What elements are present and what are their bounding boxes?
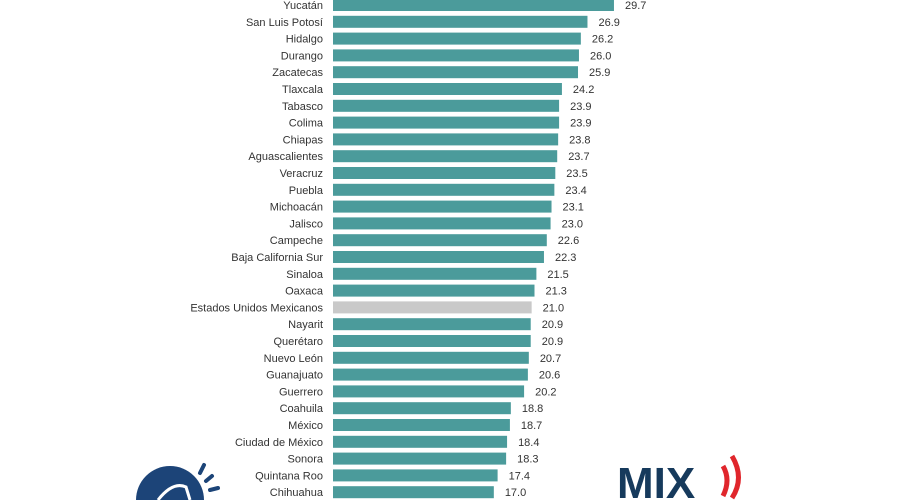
value-label: 29.7	[625, 0, 646, 12]
mix-logo: MIX	[617, 454, 741, 500]
value-label: 18.7	[521, 420, 542, 432]
bar	[333, 150, 558, 163]
bar	[333, 167, 556, 179]
bar	[333, 318, 531, 331]
value-label: 26.9	[598, 17, 619, 29]
bar	[333, 267, 537, 280]
bar	[333, 32, 581, 45]
category-label: San Luis Potosí	[246, 17, 323, 29]
category-label: Coahuila	[280, 403, 324, 415]
value-label: 24.2	[573, 84, 594, 96]
value-label: 18.8	[522, 403, 543, 415]
category-label: Sonora	[288, 454, 324, 466]
bar	[333, 368, 528, 381]
bar	[333, 200, 552, 213]
bar	[333, 284, 535, 297]
bar	[333, 83, 562, 95]
bar	[333, 251, 544, 263]
value-label: 21.3	[545, 286, 566, 298]
category-label: Sinaloa	[286, 269, 324, 281]
category-label: Tlaxcala	[282, 84, 324, 96]
category-label: Puebla	[289, 185, 324, 197]
value-label: 23.4	[565, 185, 586, 197]
bar	[333, 183, 555, 196]
category-label: Querétaro	[273, 336, 323, 348]
bar	[333, 15, 588, 28]
value-label: 21.5	[547, 269, 568, 281]
value-label: 26.2	[592, 34, 613, 46]
category-label: México	[288, 420, 323, 432]
bar	[333, 133, 559, 146]
value-label: 26.0	[590, 50, 611, 62]
category-label: Baja California Sur	[231, 252, 323, 264]
category-label: Campeche	[270, 235, 323, 247]
value-label: 25.9	[589, 67, 610, 79]
category-label: Zacatecas	[272, 67, 323, 79]
megaphone-icon	[136, 463, 220, 500]
category-label: Estados Unidos Mexicanos	[190, 302, 323, 314]
category-label: Michoacán	[270, 202, 323, 214]
category-label: Yucatán	[283, 0, 323, 12]
bar	[333, 99, 560, 112]
value-label: 20.2	[535, 386, 556, 398]
value-label: 23.7	[568, 151, 589, 163]
category-label: Durango	[281, 50, 323, 62]
category-label: Tabasco	[282, 101, 323, 113]
value-label: 23.9	[570, 101, 591, 113]
mix-logo-text: MIX	[617, 459, 695, 500]
bar	[333, 335, 531, 347]
bar	[333, 0, 614, 11]
bar	[333, 435, 508, 448]
category-label: Quintana Roo	[255, 470, 323, 482]
bar	[333, 116, 560, 129]
bar	[333, 486, 494, 499]
value-label: 22.6	[558, 235, 579, 247]
value-label: 23.1	[563, 202, 584, 214]
value-label: 17.0	[505, 487, 526, 499]
category-label: Chihuahua	[270, 487, 324, 499]
bar	[333, 66, 579, 79]
value-label: 17.4	[509, 470, 530, 482]
bar	[333, 234, 547, 247]
bar	[333, 385, 525, 398]
value-label: 20.9	[542, 319, 563, 331]
bar	[333, 419, 510, 431]
value-label: 20.6	[539, 370, 560, 382]
logo-megaphone	[128, 455, 228, 500]
bar	[333, 469, 498, 482]
category-label: Chiapas	[283, 134, 324, 146]
category-label: Nayarit	[288, 319, 323, 331]
category-label: Guanajuato	[266, 370, 323, 382]
category-label: Ciudad de México	[235, 437, 323, 449]
value-label: 21.0	[543, 302, 564, 314]
category-label: Colima	[289, 118, 324, 130]
category-label: Jalisco	[289, 218, 323, 230]
bar	[333, 49, 579, 62]
value-label: 23.0	[562, 218, 583, 230]
value-label: 23.8	[569, 134, 590, 146]
value-label: 20.7	[540, 353, 561, 365]
value-label: 23.5	[566, 168, 587, 180]
value-label: 20.9	[542, 336, 563, 348]
category-label: Veracruz	[280, 168, 323, 180]
value-label: 22.3	[555, 252, 576, 264]
bar	[333, 217, 551, 230]
category-label: Guerrero	[279, 386, 323, 398]
bar	[333, 301, 532, 314]
category-label: Aguascalientes	[248, 151, 323, 163]
value-label: 23.9	[570, 118, 591, 130]
logo-mix: MIX	[615, 452, 755, 500]
category-label: Oaxaca	[285, 286, 324, 298]
category-label: Hidalgo	[286, 34, 323, 46]
category-label: Nuevo León	[264, 353, 323, 365]
value-label: 18.4	[518, 437, 539, 449]
bar	[333, 402, 511, 415]
bar	[333, 452, 507, 465]
bar	[333, 351, 529, 364]
value-label: 18.3	[517, 454, 538, 466]
